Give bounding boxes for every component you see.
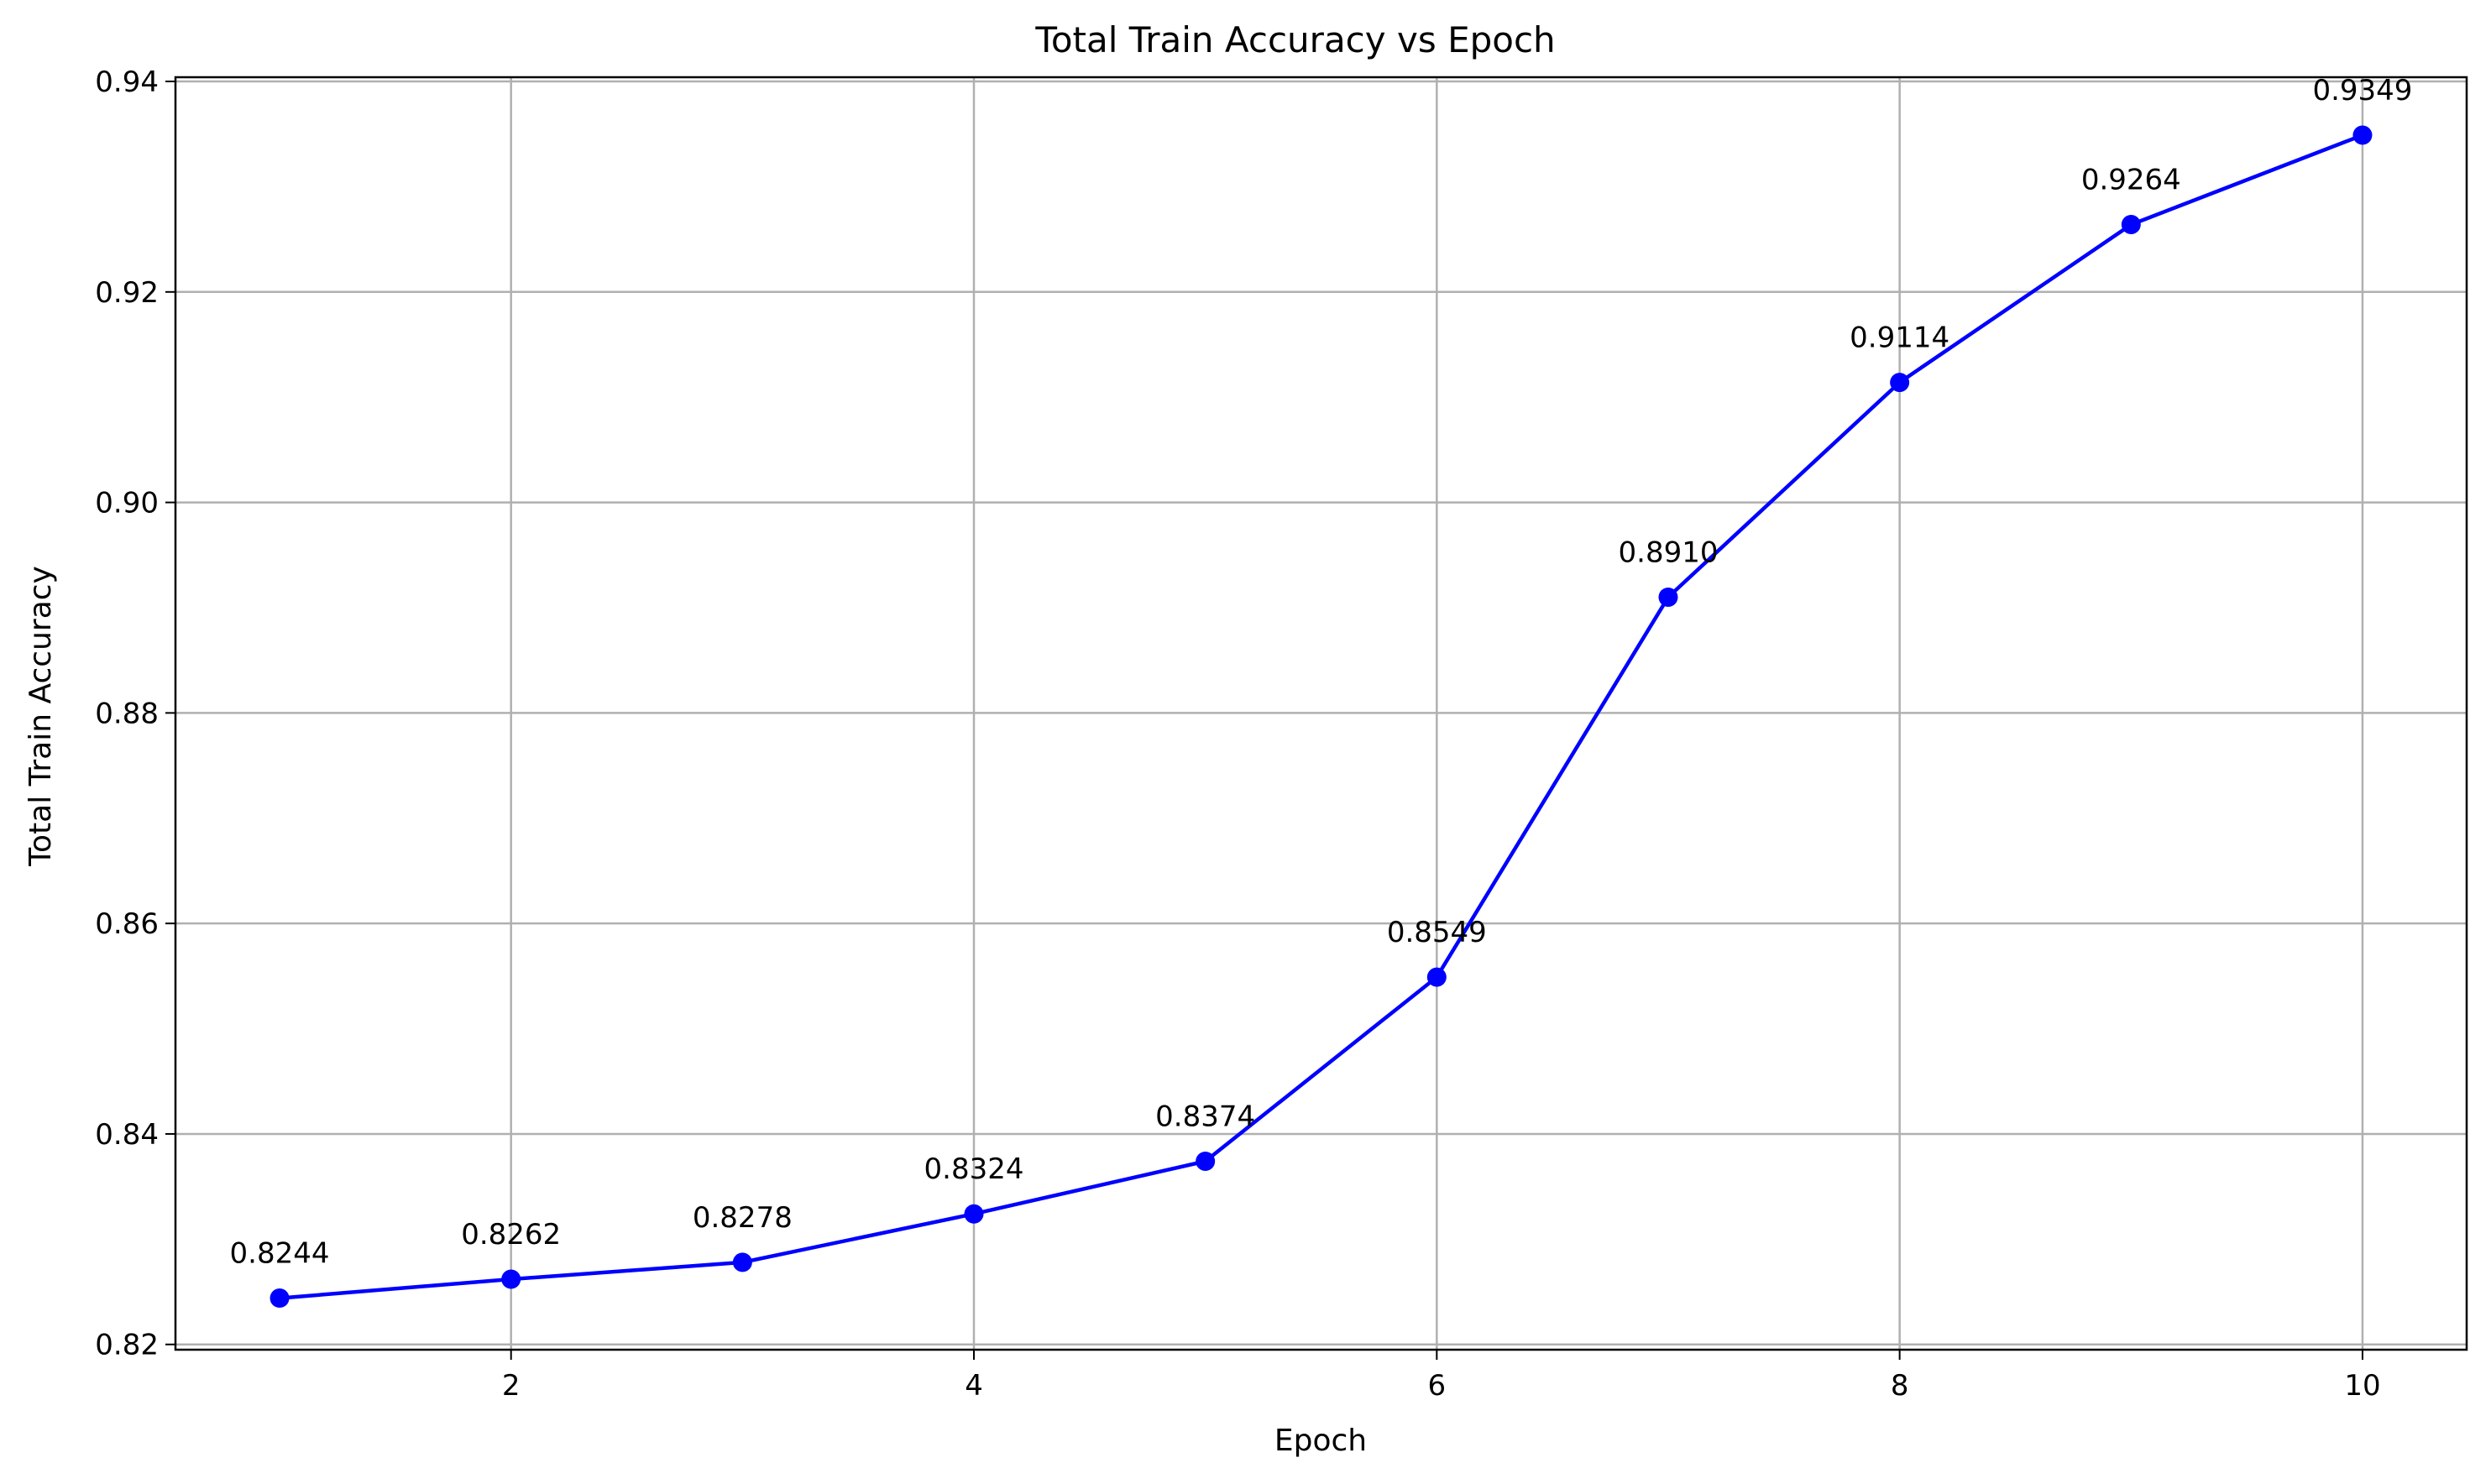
data-point bbox=[2352, 125, 2373, 145]
data-point bbox=[270, 1288, 290, 1309]
data-point bbox=[2121, 215, 2141, 235]
axis-ticks: 2 4 6 8 10 0.82 0.84 0.86 0.88 0.90 0.92 0.94 bbox=[95, 65, 2380, 1403]
y-axis-label: Total Train Accuracy bbox=[24, 566, 58, 867]
chart-title: Total Train Accuracy vs Epoch bbox=[1034, 19, 1555, 60]
y-tick-label: 0.90 bbox=[95, 487, 159, 520]
series bbox=[270, 125, 2373, 1309]
data-point bbox=[964, 1204, 984, 1224]
data-point bbox=[1658, 587, 1678, 607]
x-tick-label: 4 bbox=[965, 1369, 983, 1403]
data-label: 0.9349 bbox=[2312, 74, 2412, 107]
x-tick-label: 6 bbox=[1428, 1369, 1447, 1403]
x-tick-label: 8 bbox=[1891, 1369, 1909, 1403]
data-point bbox=[732, 1252, 752, 1272]
x-tick-label: 10 bbox=[2344, 1369, 2380, 1403]
y-tick-label: 0.88 bbox=[95, 697, 159, 730]
y-tick-label: 0.86 bbox=[95, 907, 159, 941]
data-label: 0.8278 bbox=[693, 1201, 793, 1235]
plot-frame bbox=[174, 76, 2468, 1351]
data-label: 0.8910 bbox=[1619, 536, 1719, 569]
y-tick-label: 0.92 bbox=[95, 276, 159, 310]
data-point bbox=[501, 1269, 521, 1289]
data-label: 0.8262 bbox=[461, 1218, 561, 1251]
y-tick-label: 0.82 bbox=[95, 1329, 159, 1362]
series-line bbox=[279, 133, 2363, 1300]
data-label: 0.9264 bbox=[2081, 164, 2181, 197]
data-label: 0.8374 bbox=[1155, 1100, 1255, 1134]
data-point bbox=[1196, 1152, 1216, 1172]
x-axis-label: Epoch bbox=[1274, 1424, 1367, 1458]
grid bbox=[175, 77, 2467, 1350]
data-label: 0.9114 bbox=[1850, 321, 1949, 355]
y-tick-label: 0.84 bbox=[95, 1118, 159, 1152]
data-label: 0.8549 bbox=[1387, 916, 1487, 949]
data-label: 0.8244 bbox=[230, 1237, 330, 1271]
y-tick-label: 0.94 bbox=[95, 65, 159, 99]
data-labels: 0.8244 0.8262 0.8278 0.8324 0.8374 0.8549 0.89… bbox=[230, 74, 2413, 1271]
data-point bbox=[1890, 373, 1910, 393]
data-point bbox=[1426, 967, 1447, 987]
x-tick-label: 2 bbox=[502, 1369, 521, 1403]
data-label: 0.8324 bbox=[924, 1152, 1024, 1186]
